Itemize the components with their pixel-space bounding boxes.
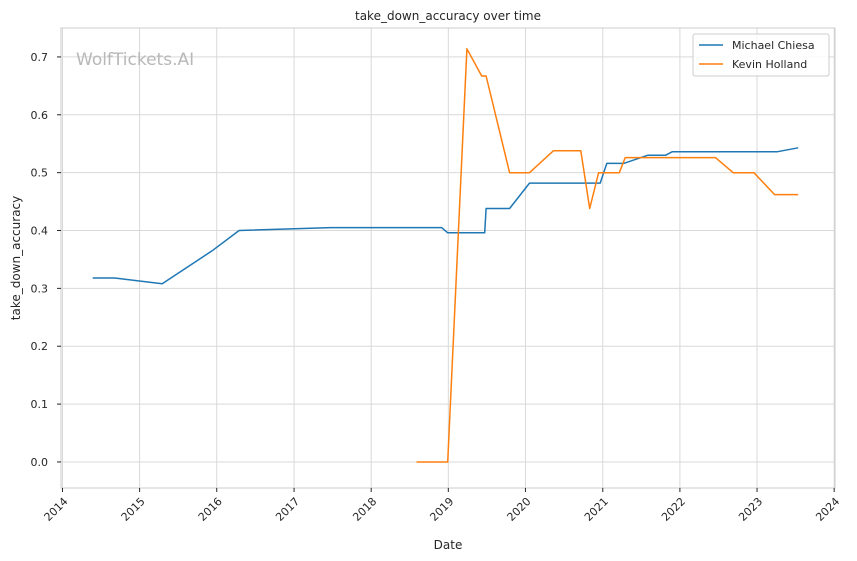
y-tick-label: 0.3 (31, 282, 49, 295)
x-tick-label: 2019 (427, 495, 456, 524)
x-tick-label: 2020 (505, 495, 534, 524)
y-axis-label: take_down_accuracy (9, 196, 23, 320)
grid (61, 28, 835, 488)
y-tick-label: 0.2 (31, 340, 49, 353)
y-tick-label: 0.7 (31, 51, 49, 64)
chart-title: take_down_accuracy over time (355, 9, 541, 23)
x-tick-label: 2024 (813, 495, 842, 524)
x-tick-label: 2017 (273, 495, 302, 524)
legend-label: Kevin Holland (732, 58, 807, 71)
x-axis-ticks: 2014 2015 2016 2017 2018 2019 2020 2021 2022 2023… (42, 488, 842, 524)
legend-label: Michael Chiesa (732, 39, 815, 52)
y-tick-label: 0.5 (31, 167, 49, 180)
series-line-1 (92, 147, 799, 285)
y-tick-label: 0.6 (31, 109, 49, 122)
series-line-2 (416, 48, 799, 463)
x-tick-label: 2014 (42, 495, 71, 524)
x-tick-label: 2018 (350, 495, 379, 524)
x-tick-label: 2016 (196, 495, 225, 524)
legend-box (692, 33, 830, 77)
x-tick-label: 2022 (659, 495, 688, 524)
x-tick-label: 2015 (119, 495, 148, 524)
y-axis-ticks: 0.0 0.1 0.2 0.3 0.4 0.5 0.6 0.7 (31, 51, 61, 469)
y-tick-label: 0.1 (31, 398, 49, 411)
legend: Michael Chiesa Kevin Holland (692, 33, 830, 77)
series-lines (92, 48, 799, 463)
x-axis-label: Date (434, 538, 463, 552)
x-tick-label: 2023 (736, 495, 765, 524)
x-tick-label: 2021 (582, 495, 611, 524)
y-tick-label: 0.0 (31, 456, 49, 469)
y-tick-label: 0.4 (31, 225, 49, 238)
watermark: WolfTickets.AI (76, 50, 194, 70)
